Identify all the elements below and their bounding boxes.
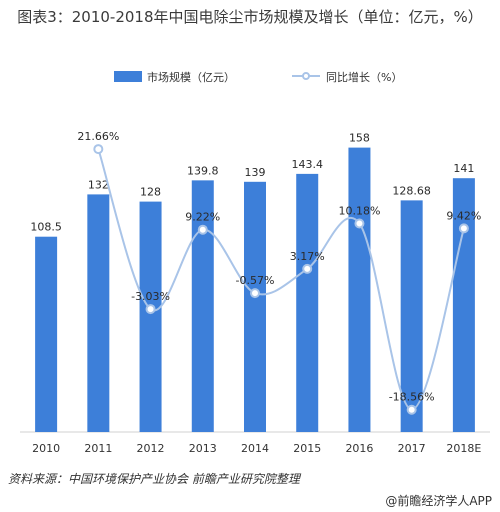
growth-label: 9.42% bbox=[446, 209, 481, 222]
bar-value-label: 128.68 bbox=[392, 184, 431, 197]
growth-label: 10.18% bbox=[338, 204, 380, 217]
x-tick-label: 2011 bbox=[84, 442, 112, 455]
bar bbox=[348, 147, 371, 432]
growth-label: -18.56% bbox=[389, 391, 435, 404]
growth-point bbox=[354, 218, 365, 229]
growth-point bbox=[250, 288, 260, 299]
chart-title: 图表3：2010-2018年中国电除尘市场规模及增长（单位：亿元，%） bbox=[17, 8, 483, 26]
growth-label: 9.22% bbox=[185, 211, 220, 224]
growth-point bbox=[197, 224, 208, 235]
legend-line-marker bbox=[302, 72, 310, 80]
bar-value-label: 128 bbox=[140, 186, 161, 199]
x-tick-label: 2018E bbox=[446, 442, 481, 455]
legend-line-label: 同比增长（%） bbox=[326, 70, 402, 84]
x-tick-label: 2010 bbox=[32, 442, 60, 455]
bar-value-label: 143.4 bbox=[291, 158, 323, 171]
x-tick-label: 2016 bbox=[345, 442, 373, 455]
growth-point bbox=[406, 404, 417, 415]
bar bbox=[87, 194, 110, 432]
x-tick-label: 2013 bbox=[189, 442, 217, 455]
legend-bar-label: 市场规模（亿元） bbox=[147, 70, 235, 84]
bar bbox=[400, 200, 423, 432]
bar-series bbox=[35, 147, 475, 432]
growth-point bbox=[458, 223, 469, 234]
growth-label: -3.03% bbox=[131, 290, 170, 303]
brand-credit: @前瞻经济学人APP bbox=[385, 494, 492, 508]
bar-value-label: 108.5 bbox=[30, 221, 62, 234]
x-tick-label: 2014 bbox=[241, 442, 269, 455]
bar-value-label: 141 bbox=[453, 162, 474, 175]
growth-point bbox=[93, 144, 104, 155]
x-tick-labels: 2010 2011 2012 2013 2014 2015 2016 2017 2018E bbox=[32, 442, 481, 455]
bar-value-labels: 108.5 132 128 139.8 139 143.4 158 128.68 141 bbox=[30, 132, 474, 234]
bar bbox=[296, 173, 319, 432]
bar bbox=[35, 236, 58, 432]
bar bbox=[452, 178, 475, 432]
bar bbox=[139, 201, 162, 432]
chart-svg: 108.5 132 128 139.8 139 143.4 158 128.68 141 21.… bbox=[20, 70, 490, 455]
legend-bar-swatch bbox=[114, 71, 142, 82]
bar bbox=[244, 181, 266, 432]
bar-value-label: 158 bbox=[349, 132, 370, 145]
growth-label: -0.57% bbox=[236, 274, 275, 287]
bar-value-label: 132 bbox=[88, 178, 109, 191]
bar-value-label: 139 bbox=[245, 166, 266, 179]
source-note: 资料来源：中国环境保护产业协会 前瞻产业研究院整理 bbox=[8, 472, 300, 486]
growth-point bbox=[145, 304, 156, 315]
x-tick-label: 2012 bbox=[137, 442, 165, 455]
bar-value-label: 139.8 bbox=[187, 164, 219, 177]
growth-label: 3.17% bbox=[290, 250, 325, 263]
growth-labels: 21.66% -3.03% 9.22% -0.57% 3.17% 10.18% -18.56… bbox=[77, 130, 481, 404]
growth-points bbox=[93, 144, 469, 415]
growth-point bbox=[302, 263, 313, 274]
bar bbox=[191, 180, 214, 432]
x-tick-label: 2015 bbox=[293, 442, 321, 455]
legend: 市场规模（亿元） 同比增长（%） bbox=[114, 70, 402, 84]
growth-label: 21.66% bbox=[77, 130, 119, 143]
x-tick-label: 2017 bbox=[398, 442, 426, 455]
